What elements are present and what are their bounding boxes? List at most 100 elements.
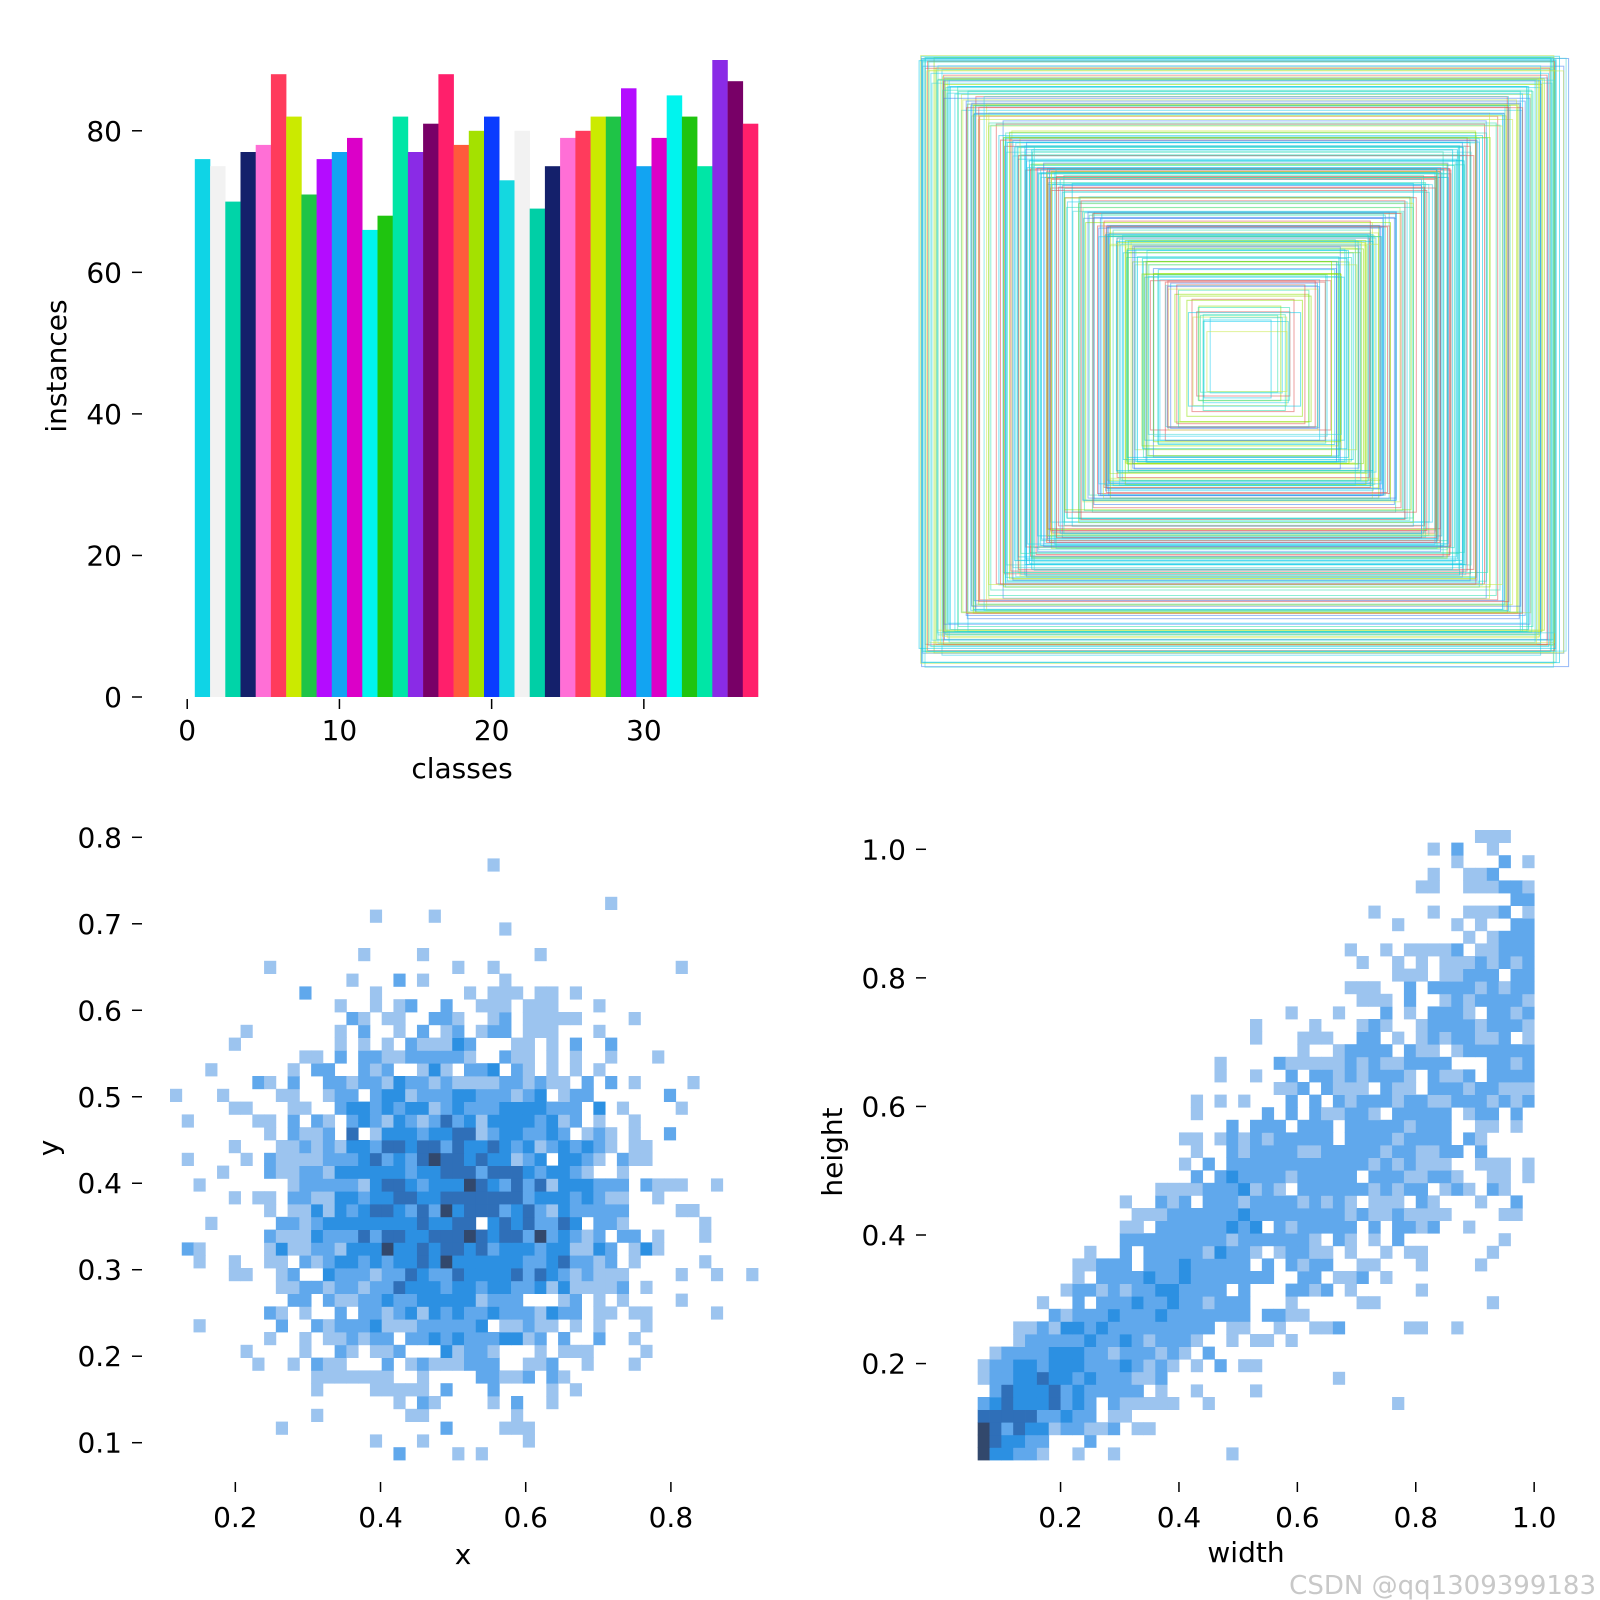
xy-heatmap-cell: [322, 1242, 336, 1256]
xy-heatmap-cell: [452, 1447, 465, 1461]
xy-heatmap-cell: [405, 1037, 418, 1051]
xy-heatmap-cell: [428, 1037, 441, 1051]
xy-heatmap-cell: [546, 1216, 559, 1230]
xy-heatmap-cell: [358, 1229, 371, 1243]
wh-heatmap-cell: [1356, 1107, 1369, 1121]
xy-heatmap-cell: [346, 1165, 359, 1179]
wh-heatmap-cell: [1309, 1182, 1322, 1196]
wh-heatmap-cell: [1119, 1384, 1132, 1398]
wh-heatmap-cell: [1084, 1321, 1097, 1335]
wh-heatmap-cell: [1001, 1371, 1014, 1385]
wh-heatmap-cell: [1344, 1195, 1357, 1209]
wh-heatmap-cell: [1167, 1245, 1180, 1259]
xy-heatmap-cell: [487, 1140, 500, 1154]
xy-heatmap-cell: [522, 1088, 535, 1102]
xy-heatmap-cell: [358, 1063, 371, 1077]
xy-heatmap-cell: [252, 1191, 265, 1205]
class-bar-17: [438, 74, 454, 697]
xy-heatmap-cell: [522, 1178, 535, 1192]
xy-heatmap-cell: [569, 1216, 582, 1230]
xy-heatmap-cell: [475, 1178, 488, 1192]
wh-heatmap-cell: [1522, 993, 1535, 1007]
wh-heatmap-cell: [1238, 1296, 1251, 1310]
wh-heatmap-cell: [1415, 1031, 1428, 1045]
wh-heatmap-cell: [1498, 855, 1511, 869]
wh-heatmap-cell: [1025, 1434, 1038, 1448]
class-bar-24: [544, 166, 561, 697]
xy-heatmap-cell: [569, 1306, 582, 1320]
xy-heatmap-cell: [405, 1216, 418, 1230]
bbox-outline: [1012, 140, 1478, 581]
xy-heatmap-cell: [628, 1140, 641, 1154]
wh-heatmap-cell: [1261, 1182, 1275, 1196]
wh-heatmap-cell: [1392, 1170, 1405, 1184]
xy-heatmap-cell: [652, 1178, 665, 1192]
class-bar-14: [392, 116, 409, 698]
wh-heatmap-cell: [989, 1422, 1002, 1436]
xy-heatmap-cell: [511, 986, 524, 1000]
wh-heatmap-cell: [1451, 1044, 1464, 1058]
xy-y-tick-label: 0.7: [77, 908, 122, 941]
xy-heatmap-cell: [322, 1063, 336, 1077]
xy-heatmap-cell: [628, 1242, 641, 1256]
bbox-outline: [1080, 200, 1406, 520]
wh-heatmap-cell: [1013, 1384, 1026, 1398]
wh-heatmap-cell: [1415, 1321, 1428, 1335]
wh-heatmap-cell: [1226, 1157, 1239, 1171]
xy-heatmap-cell: [687, 1076, 700, 1090]
wh-heatmap-cell: [1463, 956, 1476, 969]
xy-heatmap-cell: [416, 1191, 430, 1205]
wh-heatmap-cell: [1167, 1271, 1180, 1284]
wh-heatmap-cell: [1368, 1233, 1381, 1247]
class-bar-28: [605, 116, 622, 698]
wh-heatmap-cell: [1119, 1271, 1132, 1284]
xy-heatmap-cell: [416, 1152, 430, 1166]
wh-heatmap-cell: [1285, 1283, 1298, 1297]
xy-heatmap-cell: [311, 1165, 324, 1179]
wh-heatmap-cell: [1036, 1422, 1050, 1436]
wh-heatmap-cell: [1107, 1308, 1121, 1322]
wh-heatmap-cell: [1368, 1056, 1381, 1070]
wh-heatmap-cell: [1048, 1384, 1061, 1398]
xy-heatmap-cell: [487, 1344, 500, 1358]
xy-heatmap-cell: [569, 1152, 582, 1166]
bbox-outline: [1126, 249, 1349, 458]
wh-heatmap-cell: [1250, 1069, 1263, 1083]
xy-heatmap-cell: [428, 1357, 441, 1371]
wh-heatmap-cell: [1167, 1334, 1180, 1347]
xy-heatmap-cell: [475, 1063, 488, 1077]
xy-heatmap-cell: [522, 1063, 535, 1077]
wh-heatmap-cell: [1474, 1094, 1488, 1108]
xy-heatmap-cell: [452, 1140, 465, 1154]
class-bar-32: [666, 95, 683, 697]
xy-heatmap-cell: [393, 1050, 406, 1064]
wh-heatmap-cell: [1415, 1132, 1428, 1146]
xy-heatmap-cell: [181, 1242, 194, 1256]
xy-heatmap-cell: [511, 1101, 524, 1115]
wh-heatmap-cell: [1474, 981, 1488, 995]
wh-heatmap-cell: [1522, 1069, 1535, 1083]
bbox-outline: [1187, 312, 1302, 407]
wh-heatmap-cell: [1510, 1006, 1523, 1020]
wh-heatmap-cell: [1356, 993, 1369, 1007]
xy-heatmap-cell: [499, 1114, 512, 1128]
xy-heatmap-cell: [428, 1088, 441, 1102]
wh-heatmap-cell: [1273, 1182, 1286, 1196]
xy-heatmap-cell: [381, 1165, 394, 1179]
xy-heatmap-cell: [299, 1178, 312, 1192]
wh-heatmap-cell: [1131, 1208, 1144, 1221]
wh-heatmap-cell: [1368, 1170, 1381, 1184]
xy-heatmap-cell: [534, 1216, 547, 1230]
xy-heatmap-cell: [487, 1293, 500, 1307]
class-bar-11: [347, 137, 363, 697]
class-bar-33: [681, 116, 698, 698]
xy-heatmap-cell: [334, 1152, 347, 1166]
wh-heatmap-cell: [1463, 1182, 1476, 1196]
bbox-outline: [1040, 172, 1439, 540]
xy-heatmap-cell: [593, 1152, 606, 1166]
wh-heatmap-cell: [1321, 1069, 1334, 1083]
wh-heatmap-cell: [1510, 930, 1523, 944]
xy-heatmap-cell: [605, 1268, 618, 1282]
xy-heatmap-cell: [393, 1447, 406, 1461]
wh-heatmap-cell: [1439, 1170, 1452, 1184]
